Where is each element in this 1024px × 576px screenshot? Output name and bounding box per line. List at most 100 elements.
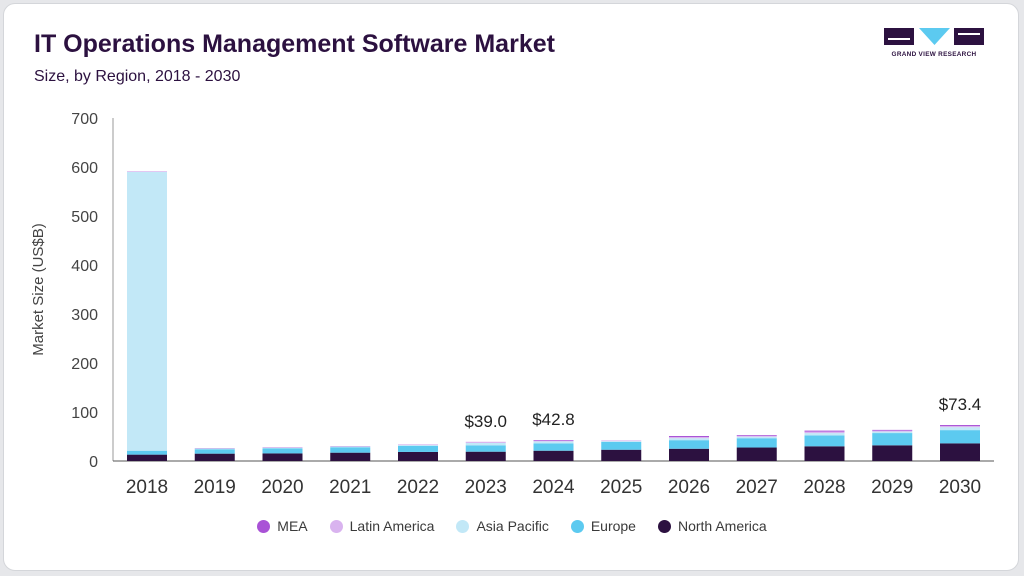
- bar-europe-2025: [601, 441, 642, 450]
- bar-north-america-2021: [330, 452, 371, 461]
- x-tick-label: 2030: [939, 477, 981, 498]
- legend-item-mea: MEA: [257, 518, 308, 534]
- x-tick-label: 2024: [532, 477, 575, 498]
- bar-latin-america-2030: [940, 426, 980, 428]
- y-tick-label: 200: [71, 356, 98, 373]
- x-tick-label: 2020: [261, 477, 303, 498]
- bar-asia-pacific-2026: [669, 438, 709, 441]
- x-tick-label: 2025: [600, 477, 642, 498]
- bar-europe-2028: [804, 435, 845, 447]
- bar-north-america-2027: [736, 447, 777, 461]
- bar-north-america-2028: [804, 446, 845, 461]
- y-tick-label: 400: [71, 258, 98, 275]
- data-label-2023: $39.0: [464, 412, 507, 431]
- chart-subtitle: Size, by Region, 2018 - 2030: [34, 68, 241, 85]
- y-tick-label: 0: [89, 454, 98, 471]
- bar-asia-pacific-2024: [533, 441, 574, 444]
- bar-asia-pacific-2028: [804, 433, 845, 436]
- bar-europe-2022: [398, 445, 438, 452]
- y-tick-label: 500: [71, 209, 98, 226]
- bar-asia-pacific-2018: [127, 171, 167, 451]
- grand-view-research-logo: GRAND VIEW RESEARCH: [884, 28, 984, 60]
- bar-europe-2020: [262, 448, 303, 454]
- y-axis-label: Market Size (US$B): [30, 223, 47, 356]
- bar-asia-pacific-2029: [872, 431, 913, 434]
- bar-north-america-2023: [465, 451, 506, 461]
- bar-mea-2027: [736, 435, 777, 436]
- bar-north-america-2026: [669, 448, 709, 461]
- bar-latin-america-2028: [804, 431, 845, 434]
- bar-latin-america-2027: [736, 435, 777, 437]
- legend-item-europe: Europe: [570, 518, 636, 534]
- data-label-2030: $73.4: [939, 395, 982, 414]
- legend-label: Europe: [590, 518, 636, 534]
- bar-mea-2026: [669, 436, 709, 437]
- data-label-2024: $42.8: [532, 410, 575, 429]
- x-tick-label: 2027: [736, 477, 778, 498]
- bar-latin-america-2024: [533, 440, 574, 442]
- y-tick-label: 600: [71, 160, 98, 177]
- bar-europe-2023: [465, 445, 506, 452]
- legend-swatch: [456, 519, 470, 533]
- bar-north-america-2019: [194, 453, 235, 461]
- bar-north-america-2022: [398, 451, 438, 461]
- bar-north-america-2025: [601, 449, 642, 461]
- chart-title: IT Operations Management Software Market: [34, 30, 555, 58]
- bar-mea-2024: [533, 440, 574, 441]
- legend-label: North America: [677, 518, 767, 534]
- bar-north-america-2024: [533, 450, 574, 461]
- bar-asia-pacific-2020: [262, 447, 303, 449]
- x-tick-label: 2029: [871, 477, 913, 498]
- bar-europe-2027: [736, 438, 777, 448]
- bar-latin-america-2023: [465, 442, 506, 443]
- bar-north-america-2030: [940, 443, 980, 461]
- y-tick-label: 100: [71, 405, 98, 422]
- legend-swatch: [657, 519, 671, 533]
- logo-text: GRAND VIEW RESEARCH: [891, 51, 977, 58]
- legend-label: Latin America: [349, 518, 435, 534]
- x-tick-label: 2028: [803, 477, 845, 498]
- bar-mea-2030: [940, 425, 980, 427]
- y-tick-label: 700: [71, 111, 98, 128]
- x-tick-label: 2021: [329, 477, 371, 498]
- legend-item-north-america: North America: [657, 518, 767, 534]
- legend-label: Asia Pacific: [476, 518, 549, 534]
- bar-latin-america-2029: [872, 430, 913, 432]
- bar-asia-pacific-2027: [736, 436, 777, 439]
- bar-north-america-2020: [262, 453, 303, 461]
- chart-card: IT Operations Management Software Market…: [3, 3, 1019, 571]
- legend-swatch: [257, 519, 271, 533]
- bar-europe-2030: [940, 430, 980, 444]
- bar-asia-pacific-2021: [330, 446, 371, 448]
- bar-europe-2018: [127, 450, 167, 455]
- bar-europe-2026: [669, 440, 709, 449]
- legend-item-asia-pacific: Asia Pacific: [456, 518, 549, 534]
- bar-north-america-2018: [127, 454, 167, 461]
- legend-item-latin-america: Latin America: [329, 518, 435, 534]
- bar-asia-pacific-2019: [194, 448, 235, 450]
- bar-latin-america-2026: [669, 436, 709, 439]
- x-tick-label: 2023: [465, 477, 507, 498]
- bar-europe-2024: [533, 443, 574, 451]
- bar-mea-2028: [804, 430, 845, 432]
- y-tick-label: 300: [71, 307, 98, 324]
- logo-mark-icon: [884, 28, 984, 45]
- bar-asia-pacific-2023: [465, 442, 506, 446]
- bar-europe-2029: [872, 433, 913, 446]
- legend-swatch: [570, 519, 584, 533]
- bar-asia-pacific-2025: [601, 441, 642, 442]
- bar-asia-pacific-2022: [398, 445, 438, 446]
- x-tick-label: 2018: [126, 477, 168, 498]
- x-tick-label: 2019: [194, 477, 236, 498]
- bar-north-america-2029: [872, 445, 913, 461]
- legend-label: MEA: [277, 518, 308, 534]
- bar-mea-2029: [872, 429, 913, 431]
- chart-legend: MEA Latin America Asia Pacific Europe North …: [0, 516, 1024, 536]
- legend-swatch: [329, 519, 343, 533]
- bar-europe-2021: [330, 447, 371, 453]
- x-tick-label: 2026: [668, 477, 710, 498]
- x-tick-label: 2022: [397, 477, 439, 498]
- bar-europe-2019: [194, 449, 235, 454]
- bar-asia-pacific-2030: [940, 427, 980, 431]
